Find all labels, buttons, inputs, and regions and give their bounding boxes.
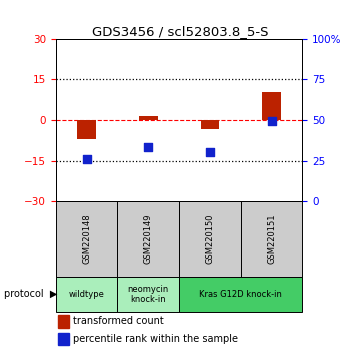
Bar [56, 201, 117, 277]
Bar [201, 120, 219, 130]
Text: GSM220149: GSM220149 [144, 213, 153, 264]
Bar [241, 201, 302, 277]
Bar [56, 277, 117, 312]
Text: GDS3456 / scl52803.8_5-S: GDS3456 / scl52803.8_5-S [92, 25, 268, 38]
Bar [117, 277, 179, 312]
Text: wildtype: wildtype [69, 290, 104, 299]
Bar [179, 201, 241, 277]
Point [207, 150, 213, 155]
Text: transformed count: transformed count [73, 316, 164, 326]
Bar [117, 201, 179, 277]
Text: neomycin
knock-in: neomycin knock-in [128, 285, 169, 304]
Text: GSM220148: GSM220148 [82, 213, 91, 264]
Bar [58, 333, 69, 345]
Bar [77, 120, 96, 139]
Bar [58, 315, 69, 327]
Point [84, 156, 90, 162]
Text: GSM220150: GSM220150 [206, 213, 215, 264]
Text: percentile rank within the sample: percentile rank within the sample [73, 334, 238, 344]
Point [145, 144, 151, 150]
Point [269, 119, 274, 124]
Text: protocol  ▶: protocol ▶ [4, 289, 57, 299]
Bar [139, 116, 158, 120]
Text: Kras G12D knock-in: Kras G12D knock-in [199, 290, 282, 299]
Bar [179, 277, 302, 312]
Text: GSM220151: GSM220151 [267, 213, 276, 264]
Bar [262, 92, 281, 120]
